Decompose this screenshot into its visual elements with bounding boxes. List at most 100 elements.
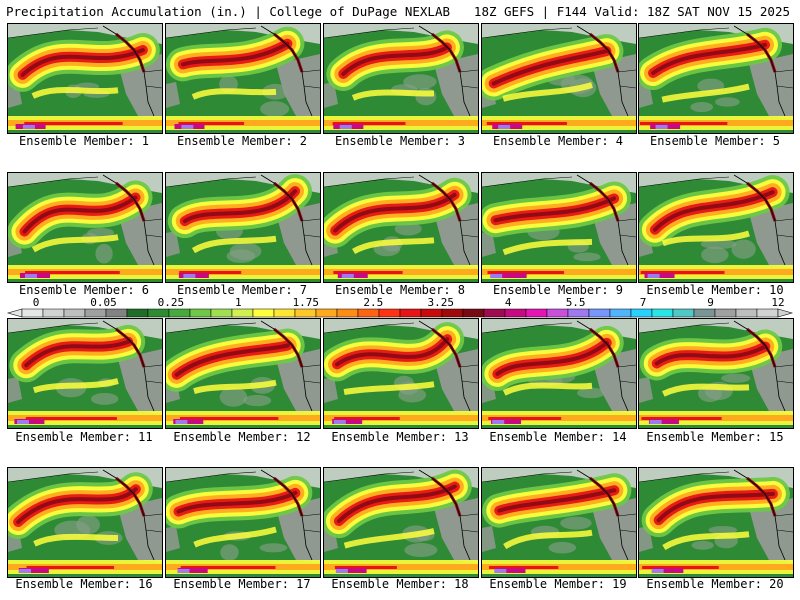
colorbar-segment	[147, 308, 170, 318]
ensemble-member-label: Ensemble Member: 13	[331, 430, 469, 444]
ensemble-member-map	[7, 23, 163, 134]
ensemble-member-label: Ensemble Member: 5	[649, 134, 781, 148]
precip-map-graphic	[482, 319, 636, 428]
ensemble-member-label: Ensemble Member: 16	[15, 577, 153, 591]
precip-map-graphic	[324, 24, 478, 133]
colorbar-tick-label: 3.25	[427, 296, 454, 309]
precip-map-graphic	[166, 24, 320, 133]
ensemble-member-label: Ensemble Member: 14	[489, 430, 627, 444]
ensemble-member-map	[481, 172, 637, 283]
colorbar-segment	[294, 308, 317, 318]
colorbar-segment	[126, 308, 149, 318]
ensemble-member-label: Ensemble Member: 4	[492, 134, 624, 148]
precip-map-graphic	[324, 468, 478, 577]
colorbar-segment	[399, 308, 422, 318]
ensemble-member-map	[165, 23, 321, 134]
colorbar-segment	[609, 308, 632, 318]
ensemble-member-map	[638, 467, 794, 578]
colorbar-segment	[63, 308, 86, 318]
ensemble-member-map	[638, 318, 794, 429]
colorbar-segment	[483, 308, 506, 318]
colorbar-segment	[504, 308, 527, 318]
precip-map-graphic	[324, 319, 478, 428]
precip-map-graphic	[482, 173, 636, 282]
ensemble-member-map	[481, 318, 637, 429]
ensemble-member-map	[638, 23, 794, 134]
ensemble-member-label: Ensemble Member: 1	[18, 134, 150, 148]
colorbar-segment	[21, 308, 44, 318]
ensemble-member-map	[323, 318, 479, 429]
colorbar-segment	[315, 308, 338, 318]
precip-map-graphic	[8, 468, 162, 577]
ensemble-member-label: Ensemble Member: 8	[334, 283, 466, 297]
ensemble-member-label: Ensemble Member: 6	[18, 283, 150, 297]
colorbar-tick-label: 7	[639, 296, 647, 309]
colorbar-segment	[168, 308, 191, 318]
precip-map-graphic	[166, 173, 320, 282]
ensemble-member-label: Ensemble Member: 20	[646, 577, 784, 591]
colorbar-segment	[105, 308, 128, 318]
colorbar-tick-label: 0	[32, 296, 40, 309]
colorbar-segment	[693, 308, 716, 318]
colorbar-segment	[357, 308, 380, 318]
ensemble-member-label: Ensemble Member: 18	[331, 577, 469, 591]
colorbar-tick-label: 0.05	[90, 296, 117, 309]
precip-map-graphic	[8, 319, 162, 428]
header: Precipitation Accumulation (in.) | Colle…	[0, 0, 800, 22]
ensemble-member-label: Ensemble Member: 17	[173, 577, 311, 591]
colorbar-segment	[42, 308, 65, 318]
colorbar-segment	[441, 308, 464, 318]
colorbar-segment	[84, 308, 107, 318]
colorbar-tick-label: 1.75	[292, 296, 320, 309]
colorbar-segment	[714, 308, 737, 318]
precip-map-graphic	[482, 468, 636, 577]
colorbar-tick-label: 9	[707, 296, 714, 309]
colorbar-segment	[378, 308, 401, 318]
colorbar-tick-label: 12	[771, 296, 785, 309]
ensemble-member-map	[7, 318, 163, 429]
ensemble-member-map	[481, 23, 637, 134]
precip-map-graphic	[166, 319, 320, 428]
ensemble-member-map	[7, 467, 163, 578]
colorbar-tick-label: 2.5	[363, 296, 384, 309]
colorbar-segment	[588, 308, 611, 318]
colorbar-segment	[231, 308, 254, 318]
ensemble-member-label: Ensemble Member: 12	[173, 430, 311, 444]
colorbar-tick-label: 4	[504, 296, 512, 309]
ensemble-member-label: Ensemble Member: 15	[646, 430, 784, 444]
ensemble-member-map	[165, 318, 321, 429]
ensemble-member-label: Ensemble Member: 2	[176, 134, 308, 148]
precip-map-graphic	[639, 468, 793, 577]
precip-map-graphic	[482, 24, 636, 133]
colorbar-segment	[189, 308, 212, 318]
precip-map-graphic	[166, 468, 320, 577]
colorbar-segment	[336, 308, 359, 318]
colorbar-left-arrow	[6, 308, 23, 318]
ensemble-member-map	[638, 172, 794, 283]
precip-map-graphic	[639, 173, 793, 282]
colorbar-tick-label: 5.5	[565, 296, 586, 309]
colorbar-right-arrow	[777, 308, 794, 318]
precip-map-graphic	[8, 24, 162, 133]
ensemble-member-map	[481, 467, 637, 578]
precip-map-graphic	[639, 319, 793, 428]
ensemble-member-label: Ensemble Member: 10	[646, 283, 784, 297]
colorbar-segment	[567, 308, 590, 318]
precip-map-graphic	[324, 173, 478, 282]
valid-time-title: 18Z GEFS | F144 Valid: 18Z SAT NOV 15 20…	[473, 4, 790, 19]
colorbar: 0 0.05 0.25 1 1.75 2.5 3.25 4 5.5 7 9 12	[0, 296, 800, 320]
ensemble-member-label: Ensemble Member: 9	[492, 283, 624, 297]
colorbar-segment	[630, 308, 653, 318]
ensemble-member-map	[165, 467, 321, 578]
ensemble-member-map	[323, 23, 479, 134]
ensemble-member-map	[165, 172, 321, 283]
colorbar-segment	[420, 308, 443, 318]
ensemble-member-map	[323, 172, 479, 283]
colorbar-segment	[252, 308, 275, 318]
colorbar-segment	[651, 308, 674, 318]
colorbar-segment	[735, 308, 758, 318]
ensemble-member-map	[7, 172, 163, 283]
colorbar-segment	[672, 308, 695, 318]
precip-map-graphic	[639, 24, 793, 133]
colorbar-segment	[462, 308, 485, 318]
